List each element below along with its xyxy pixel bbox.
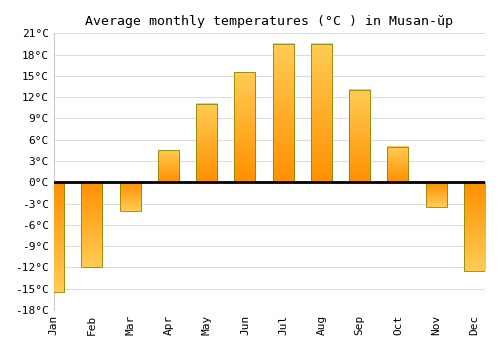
- Bar: [196, 104, 217, 182]
- Bar: [82, 182, 102, 267]
- Bar: [82, 182, 102, 267]
- Title: Average monthly temperatures (°C ) in Musan-ŭp: Average monthly temperatures (°C ) in Mu…: [86, 15, 454, 28]
- Bar: [234, 72, 256, 182]
- Bar: [464, 182, 485, 271]
- Bar: [388, 147, 408, 182]
- Bar: [311, 44, 332, 182]
- Bar: [196, 104, 217, 182]
- Bar: [349, 90, 370, 182]
- Bar: [426, 182, 446, 207]
- Bar: [349, 90, 370, 182]
- Bar: [158, 150, 179, 182]
- Bar: [464, 182, 485, 271]
- Bar: [234, 72, 256, 182]
- Bar: [272, 44, 293, 182]
- Bar: [43, 182, 64, 292]
- Bar: [311, 44, 332, 182]
- Bar: [158, 150, 179, 182]
- Bar: [426, 182, 446, 207]
- Bar: [120, 182, 141, 211]
- Bar: [43, 182, 64, 292]
- Bar: [120, 182, 141, 211]
- Bar: [272, 44, 293, 182]
- Bar: [388, 147, 408, 182]
